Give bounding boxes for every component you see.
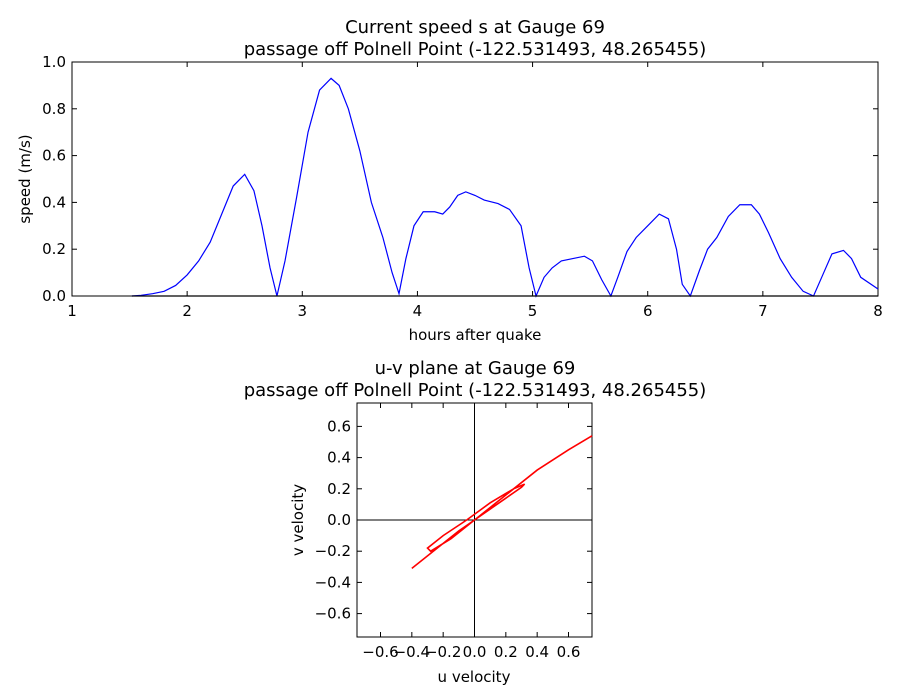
x-tick-label: 2 bbox=[182, 302, 192, 320]
x-tick-label: 6 bbox=[643, 302, 653, 320]
x-tick-label: 4 bbox=[413, 302, 423, 320]
x-tick-label: 0.4 bbox=[525, 643, 549, 661]
x-tick-label: 1 bbox=[67, 302, 77, 320]
y-tick-label: 0.8 bbox=[42, 100, 66, 118]
speed-y-ticks: 0.0 0.2 0.4 0.6 0.8 1.0 bbox=[42, 53, 878, 305]
speed-y-axis-label: speed (m/s) bbox=[16, 134, 34, 223]
uv-x-axis-label: u velocity bbox=[438, 668, 511, 686]
x-tick-label: 5 bbox=[528, 302, 538, 320]
x-tick-label: 8 bbox=[873, 302, 883, 320]
uv-series-line bbox=[411, 435, 593, 569]
speed-chart-title: Current speed s at Gauge 69 bbox=[345, 17, 605, 38]
speed-chart-subtitle: passage off Polnell Point (-122.531493, … bbox=[244, 39, 707, 60]
speed-x-axis-label: hours after quake bbox=[409, 326, 542, 344]
x-tick-label: 0.0 bbox=[463, 643, 487, 661]
x-tick-label: −0.2 bbox=[425, 643, 461, 661]
x-tick-label: 0.2 bbox=[494, 643, 518, 661]
x-tick-label: −0.4 bbox=[394, 643, 430, 661]
y-tick-label: 0.0 bbox=[42, 287, 66, 305]
x-tick-label: 3 bbox=[298, 302, 308, 320]
uv-chart-subtitle: passage off Polnell Point (-122.531493, … bbox=[244, 380, 707, 401]
y-tick-label: −0.6 bbox=[315, 605, 351, 623]
y-tick-label: 1.0 bbox=[42, 53, 66, 71]
speed-chart: Current speed s at Gauge 69 passage off … bbox=[16, 17, 883, 344]
y-tick-label: 0.4 bbox=[327, 449, 351, 467]
speed-series-line bbox=[131, 77, 879, 298]
x-tick-label: −0.6 bbox=[362, 643, 398, 661]
y-tick-label: 0.6 bbox=[42, 147, 66, 165]
y-tick-label: −0.2 bbox=[315, 542, 351, 560]
y-tick-label: 0.2 bbox=[327, 480, 351, 498]
y-tick-label: 0.6 bbox=[327, 417, 351, 435]
speed-plot-frame bbox=[71, 61, 879, 297]
uv-y-ticks: −0.6 −0.4 −0.2 0.0 0.2 0.4 0.6 bbox=[315, 417, 592, 623]
x-tick-label: 0.6 bbox=[557, 643, 581, 661]
uv-x-ticks: −0.6−0.4−0.2 0.0 0.2 0.4 0.6 bbox=[362, 403, 580, 661]
speed-x-ticks: 1 2 3 4 5 6 7 8 bbox=[67, 62, 883, 320]
y-tick-label: −0.4 bbox=[315, 573, 351, 591]
uv-y-axis-label: v velocity bbox=[289, 484, 307, 556]
y-tick-label: 0.4 bbox=[42, 193, 66, 211]
y-tick-label: 0.0 bbox=[327, 511, 351, 529]
uv-chart-title: u-v plane at Gauge 69 bbox=[375, 358, 576, 379]
y-tick-label: 0.2 bbox=[42, 240, 66, 258]
uv-chart: u-v plane at Gauge 69 passage off Polnel… bbox=[244, 358, 707, 686]
x-tick-label: 7 bbox=[758, 302, 768, 320]
